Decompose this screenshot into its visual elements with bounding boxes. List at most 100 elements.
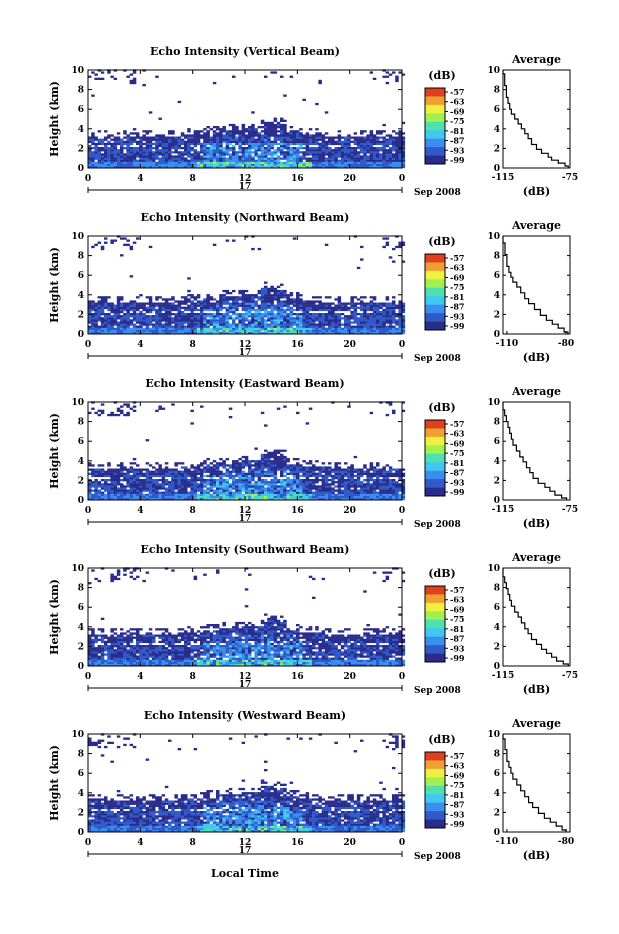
heatmap-cell [130,490,134,492]
heatmap-cell [197,303,201,305]
heatmap-cell [158,324,162,326]
heatmap-cell [373,164,377,166]
heatmap-cell [219,298,223,300]
heatmap-cell [245,290,249,292]
heatmap-cell [210,307,214,309]
heatmap-cell [251,137,255,139]
heatmap-cell [270,452,274,454]
heatmap-cell [235,141,239,143]
heatmap-cell [104,319,108,321]
heatmap-cell [354,496,358,498]
heatmap-cell [280,460,284,462]
heatmap-cell [338,469,342,471]
heatmap-cell [229,309,233,311]
heatmap-cell [229,307,233,309]
heatmap-cell [139,496,143,498]
heatmap-cell [363,464,367,466]
heatmap-cell [181,151,185,153]
heatmap-cell [248,160,252,162]
heatmap-cell [178,164,182,166]
heatmap-cell [299,162,303,164]
heatmap-cell [171,147,175,149]
heatmap-cell [386,496,390,498]
heatmap-cell [290,155,294,157]
heatmap-cell [216,330,220,332]
heatmap-cell [286,321,290,323]
heatmap-cell [270,288,274,290]
heatmap-cell [382,145,386,147]
heatmap-cell [194,158,198,160]
heatmap-cell [309,408,313,410]
heatmap-cell [334,326,338,328]
heatmap-cell [267,483,271,485]
heatmap-cell [293,153,297,155]
heatmap-cell [200,160,204,162]
heatmap-cell [213,160,217,162]
heatmap-cell [251,139,255,141]
colorbar-segment [425,296,445,305]
heatmap-cell [171,317,175,319]
heatmap-cell [114,319,118,321]
heatmap-cell [302,313,306,315]
heatmap-cell [142,84,146,86]
heatmap-cell [258,460,262,462]
heatmap-cell [360,471,364,473]
colorbar-segment [425,139,445,148]
heatmap-cell [261,141,265,143]
heatmap-cell [117,141,121,143]
heatmap-cell [235,464,239,466]
heatmap-cell [203,134,207,136]
heatmap-cell [248,496,252,498]
heatmap-cell [178,330,182,332]
heatmap-cell [149,317,153,319]
heatmap-cell [315,160,319,162]
heatmap-cell [283,462,287,464]
heatmap-cell [312,469,316,471]
heatmap-cell [382,137,386,139]
heatmap-cell [270,300,274,302]
heatmap-cell [354,132,358,134]
heatmap-cell [347,469,351,471]
heatmap-cell [309,490,313,492]
heatmap-cell [318,466,322,468]
heatmap-cell [235,126,239,128]
heatmap-cell [110,321,114,323]
heatmap-cell [347,481,351,483]
heatmap-cell [165,487,169,489]
heatmap-cell [354,469,358,471]
heatmap-cell [344,330,348,332]
heatmap-cell [347,471,351,473]
heatmap-cell [270,324,274,326]
heatmap-cell [274,328,278,330]
heatmap-cell [386,149,390,151]
heatmap-cell [235,330,239,332]
heatmap-cell [130,330,134,332]
heatmap-cell [133,300,137,302]
heatmap-cell [110,494,114,496]
heatmap-cell [216,303,220,305]
heatmap-cell [245,294,249,296]
heatmap-cell [152,487,156,489]
heatmap-cell [283,466,287,468]
heatmap-cell [229,160,233,162]
heatmap-cell [274,456,278,458]
heatmap-cell [104,315,108,317]
heatmap-cell [251,487,255,489]
heatmap-cell [334,317,338,319]
heatmap-cell [302,473,306,475]
heatmap-cell [254,315,258,317]
heatmap-cell [360,130,364,132]
heatmap-cell [354,490,358,492]
heatmap-cell [88,305,92,307]
date-day-label: 17 [239,348,252,358]
heatmap-cell [117,155,121,157]
heatmap-cell [120,162,124,164]
heatmap-cell [114,141,118,143]
date-month-label: Sep 2008 [414,354,461,364]
heatmap-cell [363,328,367,330]
heatmap-cell [94,137,98,139]
heatmap-cell [251,483,255,485]
heatmap-cell [334,473,338,475]
heatmap-cell [216,494,220,496]
